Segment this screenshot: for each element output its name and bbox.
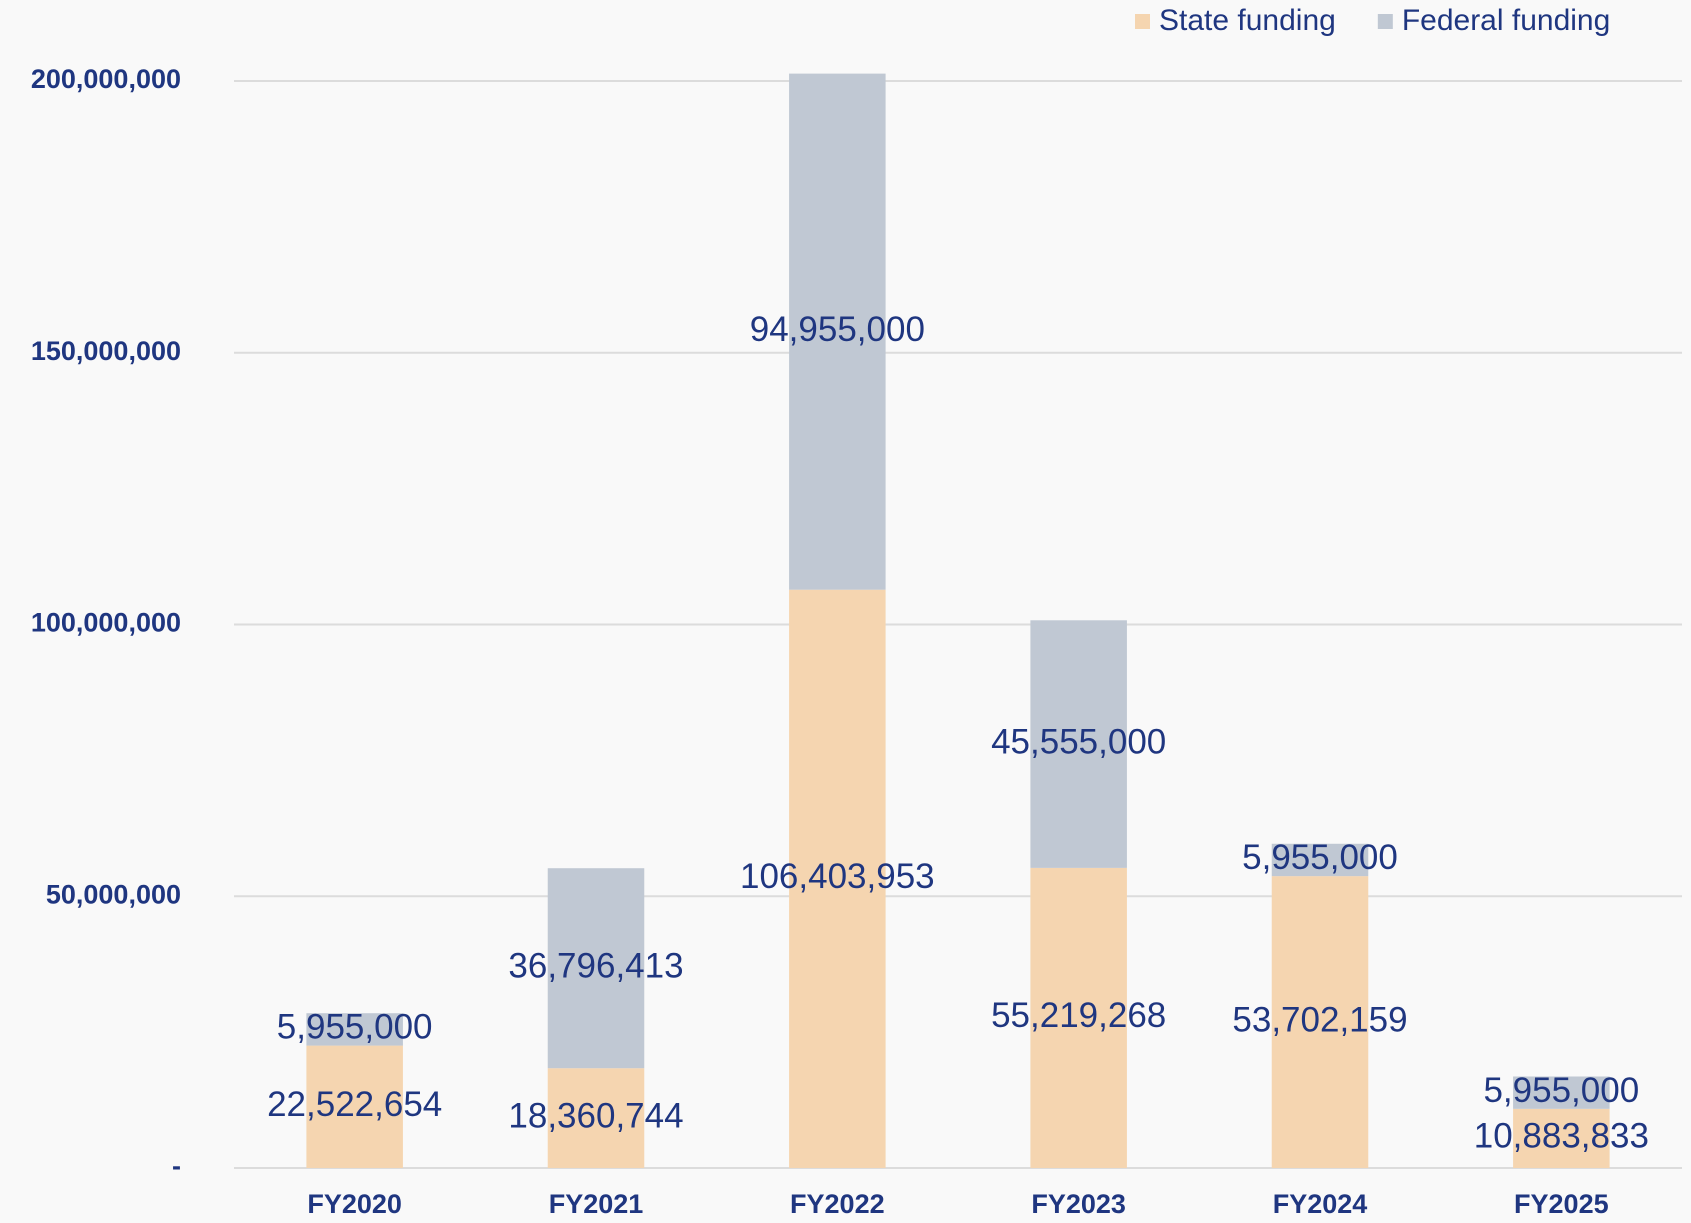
bar-segment — [1271, 876, 1369, 1168]
data-label: 10,883,833 — [1474, 1117, 1649, 1156]
x-tick-label: FY2024 — [1273, 1189, 1368, 1219]
y-tick-label: - — [172, 1151, 181, 1181]
bar-segment — [1271, 843, 1369, 877]
data-label: 36,796,413 — [508, 946, 683, 985]
x-tick-label: FY2021 — [549, 1189, 644, 1219]
y-tick-label: 100,000,000 — [31, 608, 181, 638]
data-label: 106,403,953 — [740, 857, 935, 896]
data-label: 18,360,744 — [508, 1096, 683, 1135]
y-tick-label: 200,000,000 — [31, 64, 181, 94]
x-tick-label: FY2022 — [790, 1189, 885, 1219]
x-tick-label: FY2023 — [1031, 1189, 1126, 1219]
bar-segment — [789, 73, 886, 590]
data-label: 53,702,159 — [1232, 1000, 1407, 1039]
bar-segment — [1030, 620, 1127, 868]
legend-label: Federal funding — [1402, 4, 1610, 37]
data-label: 45,555,000 — [991, 722, 1166, 761]
x-tick-label: FY2025 — [1514, 1189, 1609, 1219]
bar-segment — [1513, 1108, 1610, 1168]
legend-swatch — [1377, 14, 1393, 29]
bar-segment — [1030, 867, 1127, 1168]
bar-segment — [306, 1013, 403, 1046]
y-tick-label: 50,000,000 — [46, 879, 181, 909]
data-label: 5,955,000 — [277, 1008, 433, 1047]
bar-segment — [1513, 1076, 1610, 1109]
x-tick-label: FY2020 — [307, 1189, 402, 1219]
bar-segment — [306, 1045, 403, 1168]
y-tick-label: 150,000,000 — [31, 336, 181, 366]
data-label: 22,522,654 — [267, 1085, 442, 1124]
bar-segment — [789, 589, 886, 1168]
legend-label: State funding — [1159, 4, 1336, 37]
data-label: 55,219,268 — [991, 996, 1166, 1035]
data-label: 94,955,000 — [750, 310, 925, 349]
data-label: 5,955,000 — [1242, 838, 1398, 877]
data-label: 5,955,000 — [1483, 1071, 1639, 1110]
legend-swatch — [1135, 14, 1150, 29]
bar-segment — [547, 868, 645, 1069]
bar-segment — [547, 1068, 645, 1168]
